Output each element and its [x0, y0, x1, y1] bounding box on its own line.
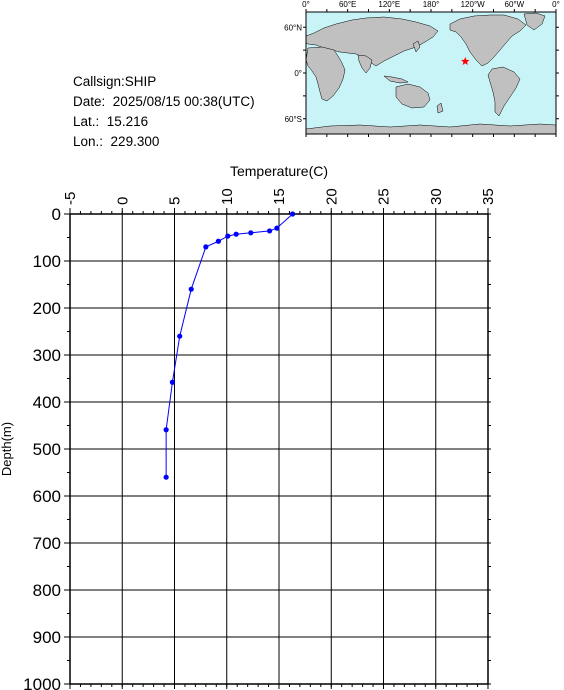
- data-point: [266, 228, 273, 234]
- y-tick-label: 300: [33, 346, 61, 365]
- y-tick-label: 200: [33, 299, 61, 318]
- map-top-tick-label: 120°W: [461, 0, 486, 9]
- date-row: Date: 2025/08/15 00:38(UTC): [73, 92, 255, 112]
- land-india: [357, 54, 373, 74]
- y-tick-label: 600: [33, 487, 61, 506]
- map-left-tick-label: 60°N: [284, 23, 302, 32]
- x-tick-label: 35: [480, 188, 497, 205]
- x-tick-label: 10: [219, 188, 236, 205]
- land-indonesia: [383, 75, 409, 84]
- x-tick-label: 15: [271, 188, 288, 205]
- x-tick-label: 20: [323, 188, 340, 205]
- lat-value: 15.216: [106, 114, 149, 129]
- x-tick-label: 5: [167, 197, 184, 205]
- land-japan: [412, 40, 421, 53]
- land-greenland: [523, 12, 546, 31]
- land-southamerica: [487, 66, 521, 117]
- map-top-tick-label: 120°E: [378, 0, 400, 9]
- map-land: [305, 12, 557, 135]
- data-point: [215, 238, 221, 244]
- map-left-tick-label: 0°: [294, 69, 302, 78]
- y-tick-label: 900: [33, 628, 61, 647]
- world-map: 0° 60°E 120°E 180° 120°W 60°W 0° 60°N 0° 60°S: [284, 0, 560, 137]
- lat-row: Lat.: 15.216: [73, 112, 255, 132]
- data-point: [177, 333, 183, 339]
- data-point: [225, 233, 231, 239]
- map-top-tick-label: 180°: [423, 0, 440, 9]
- y-tick-label: 700: [33, 534, 61, 553]
- land-northamerica: [449, 14, 527, 67]
- data-point: [163, 474, 169, 480]
- y-tick-labels: 0 100 200 300 400 500 600 700 800 900 1000: [23, 205, 61, 690]
- map-top-tick-label: 0°: [302, 0, 310, 9]
- data-point: [203, 244, 209, 250]
- y-tick-label: 500: [33, 440, 61, 459]
- lon-row: Lon.: 229.300: [73, 132, 255, 152]
- y-tick-label: 100: [33, 252, 61, 271]
- map-top-tick-labels: 0° 60°E 120°E 180° 120°W 60°W 0°: [302, 0, 560, 9]
- y-tick-label: 0: [52, 205, 61, 224]
- x-tick-labels: -5 0 5 10 15 20 25 30 35: [62, 188, 497, 205]
- y-axis-label: Depth(m): [0, 422, 14, 476]
- x-tick-label: 0: [114, 197, 131, 205]
- data-point: [289, 211, 296, 217]
- map-left-tick-label: 60°S: [285, 115, 302, 124]
- map-top-tick-label: 0°: [552, 0, 560, 9]
- data-point: [188, 286, 194, 292]
- land-africa: [305, 46, 346, 102]
- data-point: [274, 225, 280, 231]
- callsign-row: Callsign:SHIP: [73, 72, 255, 92]
- data-point: [248, 230, 254, 236]
- x-axis-label: Temperature(C): [230, 163, 328, 179]
- y-tick-label: 400: [33, 393, 61, 412]
- land-newzealand: [436, 102, 444, 114]
- data-point: [163, 427, 169, 433]
- callsign-value: SHIP: [124, 74, 157, 89]
- star-icon: [460, 56, 470, 66]
- data-point: [169, 379, 176, 385]
- date-label: Date:: [73, 94, 106, 109]
- y-tick-label: 1000: [23, 675, 61, 690]
- lat-label: Lat.:: [73, 114, 100, 129]
- x-tick-label: 25: [376, 188, 393, 205]
- map-frame-ticks: [303, 9, 559, 137]
- x-tick-label: 30: [428, 188, 445, 205]
- x-tick-label: -5: [62, 192, 79, 205]
- map-top-tick-label: 60°W: [505, 0, 525, 9]
- station-info: Callsign:SHIP Date: 2025/08/15 00:38(UTC…: [73, 72, 255, 152]
- y-tick-label: 800: [33, 581, 61, 600]
- data-point: [233, 231, 239, 237]
- callsign-label: Callsign:: [73, 74, 125, 89]
- series-temperature-profile: [163, 211, 296, 480]
- lon-value: 229.300: [110, 134, 160, 149]
- date-value: 2025/08/15 00:38(UTC): [112, 94, 255, 109]
- map-left-tick-labels: 60°N 0° 60°S: [284, 23, 302, 124]
- map-top-tick-label: 60°E: [339, 0, 356, 9]
- plot-frame: [69, 213, 489, 685]
- lon-label: Lon.:: [73, 134, 104, 149]
- land-australia: [395, 83, 431, 109]
